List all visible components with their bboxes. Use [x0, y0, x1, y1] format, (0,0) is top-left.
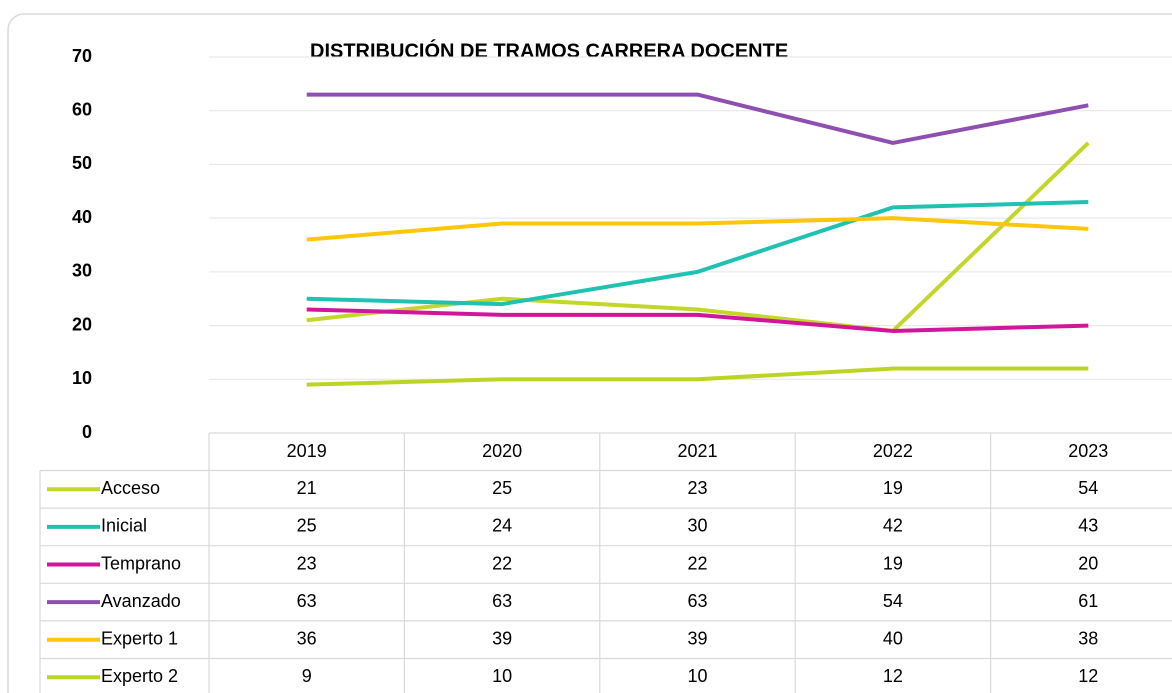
table-value: 12 — [1078, 666, 1098, 686]
table-value: 38 — [1078, 628, 1098, 648]
table-value: 39 — [687, 628, 707, 648]
table-value: 43 — [1078, 516, 1098, 536]
series-line — [306, 307, 1089, 333]
table-value: 25 — [297, 516, 317, 536]
y-tick-label: 50 — [72, 153, 92, 173]
table-value: 23 — [687, 478, 707, 498]
table-value: 42 — [883, 516, 903, 536]
table-value: 19 — [883, 553, 903, 573]
legend-label: Temprano — [101, 553, 181, 573]
legend-label: Experto 1 — [101, 628, 178, 648]
table-value: 23 — [297, 553, 317, 573]
x-tick-label: 2023 — [1068, 441, 1108, 461]
table-value: 22 — [492, 553, 512, 573]
y-tick-label: 40 — [72, 207, 92, 227]
series-line — [306, 141, 1090, 333]
table-value: 21 — [297, 478, 317, 498]
series-line — [306, 92, 1089, 145]
table-value: 30 — [687, 516, 707, 536]
table-value: 22 — [687, 553, 707, 573]
legend-label: Acceso — [101, 478, 160, 498]
legend-label: Inicial — [101, 516, 147, 536]
chart-title: DISTRIBUCIÓN DE TRAMOS CARRERA DOCENTE — [310, 38, 788, 62]
y-tick-label: 70 — [72, 46, 92, 66]
table-value: 40 — [883, 628, 903, 648]
series-line — [306, 366, 1089, 387]
legend-label: Avanzado — [101, 591, 181, 611]
y-tick-label: 0 — [82, 422, 92, 442]
table-value: 63 — [297, 591, 317, 611]
y-tick-label: 30 — [72, 261, 92, 281]
table-value: 39 — [492, 628, 512, 648]
x-tick-label: 2019 — [287, 441, 327, 461]
table-value: 12 — [883, 666, 903, 686]
y-tick-label: 60 — [72, 99, 92, 119]
table-value: 20 — [1078, 553, 1098, 573]
series-line — [306, 216, 1089, 242]
table-value: 54 — [883, 591, 903, 611]
table-value: 19 — [883, 478, 903, 498]
legend-label: Experto 2 — [101, 666, 178, 686]
y-tick-label: 20 — [72, 314, 92, 334]
table-value: 63 — [687, 591, 707, 611]
x-tick-label: 2022 — [873, 441, 913, 461]
table-value: 10 — [492, 666, 512, 686]
table-value: 9 — [302, 666, 312, 686]
table-value: 25 — [492, 478, 512, 498]
table-value: 63 — [492, 591, 512, 611]
table-value: 54 — [1078, 478, 1098, 498]
chart-frame — [7, 13, 1172, 693]
y-tick-label: 10 — [72, 368, 92, 388]
x-tick-label: 2020 — [482, 441, 522, 461]
table-value: 61 — [1078, 591, 1098, 611]
table-value: 24 — [492, 516, 512, 536]
x-tick-label: 2021 — [677, 441, 717, 461]
table-value: 36 — [297, 628, 317, 648]
table-value: 10 — [687, 666, 707, 686]
series-line — [306, 200, 1089, 307]
